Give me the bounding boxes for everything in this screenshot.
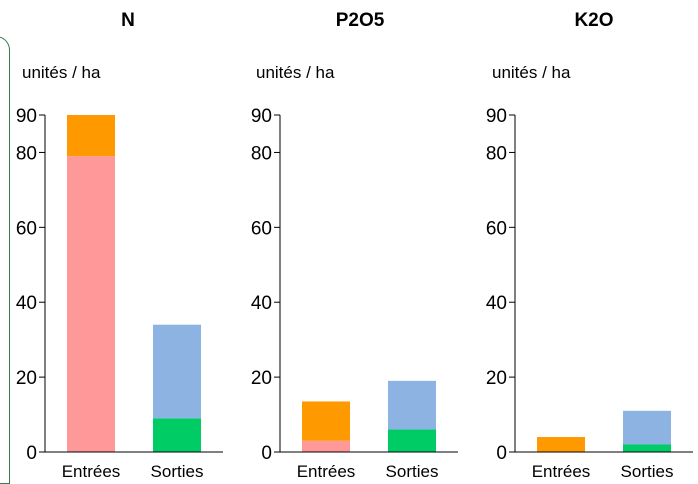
y-tick-label: 20 <box>16 368 37 389</box>
y-tick-label: 60 <box>486 218 507 239</box>
y-tick-label: 90 <box>486 106 507 127</box>
y-tick-label: 40 <box>16 293 37 314</box>
x-tick-label: Entrées <box>62 462 121 481</box>
bar-segment <box>388 380 436 430</box>
bar-segment <box>153 418 201 452</box>
x-tick-label: Entrées <box>297 462 356 481</box>
chart-title: P2O5 <box>336 10 385 31</box>
y-tick-label: 0 <box>261 443 272 464</box>
y-axis-unit-label: unités / ha <box>22 63 101 82</box>
y-tick-label: 80 <box>16 143 37 164</box>
bar-segment <box>302 401 350 441</box>
y-tick-label: 40 <box>486 293 507 314</box>
bar-segment <box>153 324 201 419</box>
chart-title: N <box>121 10 135 31</box>
x-tick-label: Sorties <box>621 462 674 481</box>
chart-title: K2O <box>574 10 613 31</box>
x-tick-label: Entrées <box>532 462 591 481</box>
bar-segment <box>67 156 115 452</box>
bar-segment <box>302 440 350 452</box>
y-tick-label: 80 <box>251 143 272 164</box>
y-tick-label: 60 <box>16 218 37 239</box>
y-tick-label: 20 <box>251 368 272 389</box>
y-axis-unit-label: unités / ha <box>256 63 335 82</box>
bar-segment <box>623 410 671 445</box>
y-axis-unit-label: unités / ha <box>492 63 571 82</box>
x-tick-label: Sorties <box>151 462 204 481</box>
y-tick-label: 90 <box>251 106 272 127</box>
bar-segment <box>623 444 671 452</box>
y-tick-label: 80 <box>486 143 507 164</box>
bar-segment <box>67 115 115 157</box>
bar-segment <box>537 437 585 452</box>
y-tick-label: 90 <box>16 106 37 127</box>
x-tick-label: Sorties <box>386 462 439 481</box>
y-tick-label: 40 <box>251 293 272 314</box>
y-tick-label: 20 <box>486 368 507 389</box>
y-tick-label: 0 <box>496 443 507 464</box>
y-tick-label: 60 <box>251 218 272 239</box>
bar-segment <box>388 429 436 452</box>
y-tick-label: 0 <box>26 443 37 464</box>
